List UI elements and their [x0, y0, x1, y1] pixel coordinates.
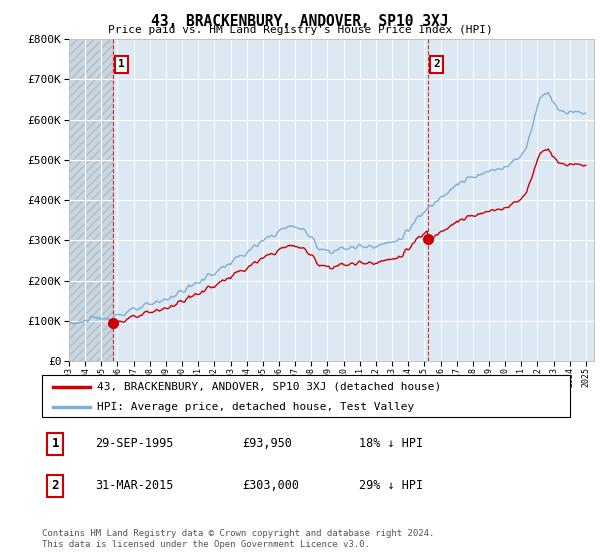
Text: 1: 1	[118, 59, 125, 69]
Text: Contains HM Land Registry data © Crown copyright and database right 2024.
This d: Contains HM Land Registry data © Crown c…	[42, 529, 434, 549]
Text: 43, BRACKENBURY, ANDOVER, SP10 3XJ (detached house): 43, BRACKENBURY, ANDOVER, SP10 3XJ (deta…	[97, 382, 442, 392]
Text: 31-MAR-2015: 31-MAR-2015	[95, 479, 173, 492]
Text: 18% ↓ HPI: 18% ↓ HPI	[359, 437, 423, 450]
Text: £93,950: £93,950	[242, 437, 293, 450]
Text: £303,000: £303,000	[242, 479, 299, 492]
Text: 43, BRACKENBURY, ANDOVER, SP10 3XJ: 43, BRACKENBURY, ANDOVER, SP10 3XJ	[151, 14, 449, 29]
FancyBboxPatch shape	[42, 375, 570, 417]
Text: 2: 2	[52, 479, 59, 492]
Text: 29-SEP-1995: 29-SEP-1995	[95, 437, 173, 450]
Text: Price paid vs. HM Land Registry's House Price Index (HPI): Price paid vs. HM Land Registry's House …	[107, 25, 493, 35]
Bar	[69, 39, 113, 361]
Text: 2: 2	[433, 59, 440, 69]
Text: 29% ↓ HPI: 29% ↓ HPI	[359, 479, 423, 492]
Text: HPI: Average price, detached house, Test Valley: HPI: Average price, detached house, Test…	[97, 402, 415, 412]
Text: 1: 1	[52, 437, 59, 450]
